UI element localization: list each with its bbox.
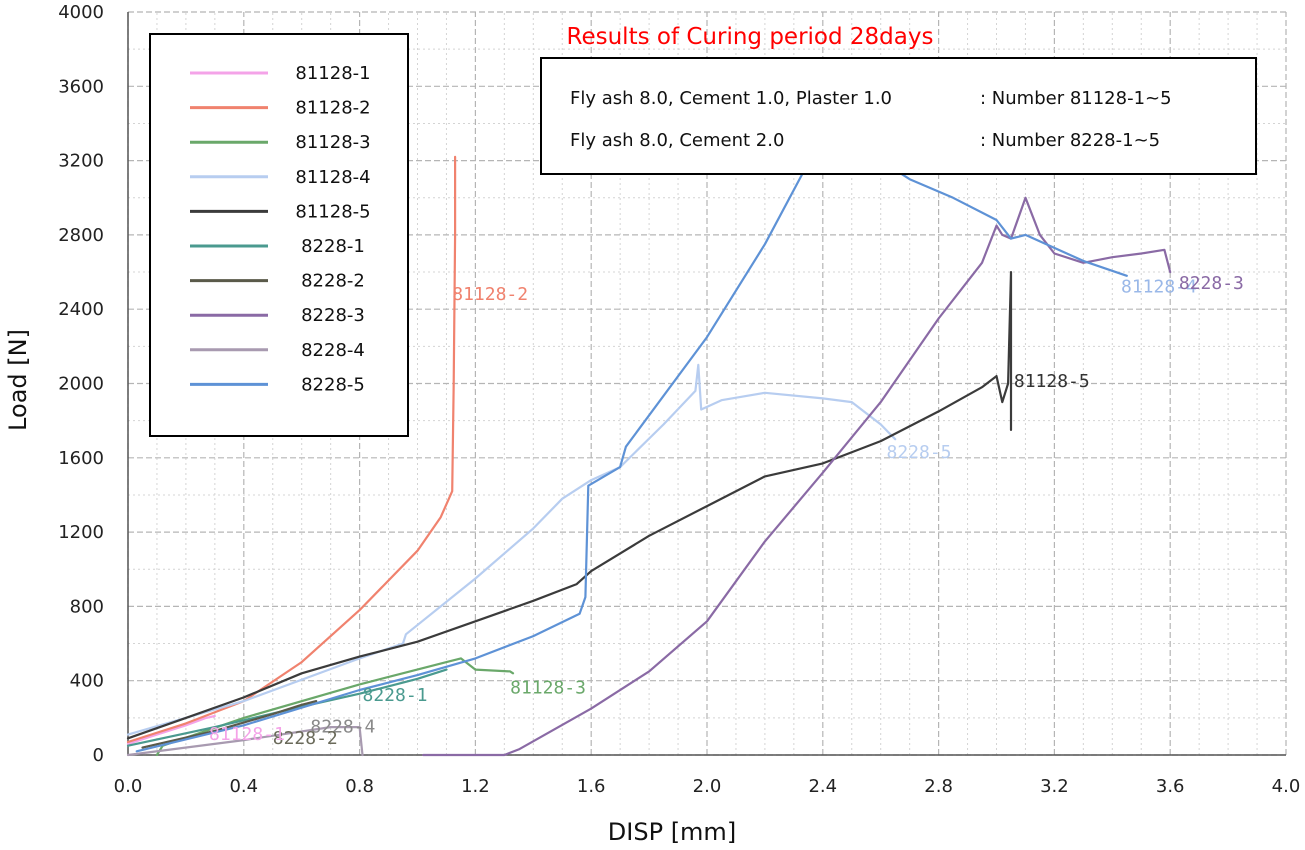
annotation-8228-5: 8228-5 (886, 442, 951, 463)
y-tick-label: 4000 (58, 2, 104, 23)
series-line-81128-5 (126, 271, 1013, 740)
series-line-8228-5 (135, 159, 1128, 753)
series-line-81128-1 (126, 714, 216, 745)
legend-label-81128-1: 81128-1 (295, 63, 370, 84)
annotation-81128-2: 81128-2 (452, 284, 528, 305)
legend-label-8228-1: 8228-1 (301, 236, 365, 257)
legend-label-81128-5: 81128-5 (295, 201, 370, 222)
series-line-81128-2 (126, 155, 457, 744)
x-tick-labels: 0.0 0.4 0.8 1.2 1.6 2.0 2.4 2.8 3.2 3.6 4.0 (114, 776, 1301, 797)
x-tick-label: 4.0 (1272, 776, 1301, 797)
x-tick-label: 2.4 (808, 776, 837, 797)
x-tick-label: 0.0 (114, 776, 143, 797)
axes (127, 12, 1286, 756)
legend-label-8228-2: 8228-2 (301, 271, 365, 292)
series-line-8228-3 (422, 196, 1172, 757)
info-line-2-right: : Number 8228-1~5 (980, 130, 1160, 151)
x-tick-label: 2.8 (924, 776, 953, 797)
annotation-81128-4: 81128-4 (1121, 276, 1197, 297)
annotation-8228-2: 8228-2 (273, 728, 338, 749)
series-line-8228-4 (126, 726, 364, 757)
x-tick-label: 1.6 (577, 776, 606, 797)
y-tick-labels: 0 400 800 1200 1600 2000 2400 2800 3200 3600 4000 (58, 2, 104, 766)
y-tick-label: 0 (93, 745, 104, 766)
y-tick-label: 800 (70, 596, 104, 617)
y-tick-label: 2800 (58, 225, 104, 246)
legend-label-8228-4: 8228-4 (301, 340, 365, 361)
x-tick-label: 2.0 (693, 776, 722, 797)
x-axis-title: DISP [mm] (608, 818, 736, 846)
y-tick-label: 3200 (58, 151, 104, 172)
series-line-8228-1 (126, 668, 448, 747)
series-line-81128-4 (126, 363, 897, 736)
legend-frame (149, 33, 409, 437)
info-line-1-right: : Number 81128-1~5 (980, 88, 1172, 109)
legend-label-81128-2: 81128-2 (295, 98, 370, 119)
legend-label-8228-3: 8228-3 (301, 305, 365, 326)
annotation-8228-1: 8228-1 (362, 685, 427, 706)
x-tick-label: 1.2 (461, 776, 490, 797)
legend-label-81128-4: 81128-4 (295, 167, 370, 188)
x-tick-label: 3.2 (1040, 776, 1069, 797)
legend: 81128-1 81128-2 81128-3 81128-4 81128-5 8228-… (149, 33, 409, 437)
legend-label-81128-3: 81128-3 (295, 132, 370, 153)
series-lines (126, 155, 1172, 757)
y-tick-label: 3600 (58, 76, 104, 97)
annotation-8228-4: 8228-4 (310, 717, 375, 738)
annotation-81128-3: 81128-3 (510, 678, 586, 699)
x-tick-label: 0.4 (229, 776, 258, 797)
chart-title: Results of Curing period 28days (567, 24, 934, 50)
y-tick-label: 2400 (58, 299, 104, 320)
y-tick-label: 400 (70, 671, 104, 692)
y-axis-title: Load [N] (4, 329, 32, 431)
info-box: Fly ash 8.0, Cement 1.0, Plaster 1.0 : N… (540, 57, 1257, 175)
annotation-8228-3: 8228-3 (1179, 273, 1244, 294)
y-tick-label: 1600 (58, 448, 104, 469)
annotation-81128-5: 81128-5 (1014, 371, 1090, 392)
info-line-2-left: Fly ash 8.0, Cement 2.0 (570, 130, 784, 151)
x-tick-label: 3.6 (1156, 776, 1185, 797)
x-tick-label: 0.8 (345, 776, 374, 797)
info-line-1-left: Fly ash 8.0, Cement 1.0, Plaster 1.0 (570, 88, 892, 109)
y-tick-label: 1200 (58, 522, 104, 543)
series-annotations: 81128-281128-58228-581128-38228-18228-48… (209, 273, 1244, 749)
series-line-8228-2 (141, 700, 318, 749)
y-tick-label: 2000 (58, 374, 104, 395)
info-box-frame (540, 57, 1257, 175)
legend-label-8228-5: 8228-5 (301, 374, 365, 395)
annotation-81128-1: 81128-1 (209, 724, 285, 745)
